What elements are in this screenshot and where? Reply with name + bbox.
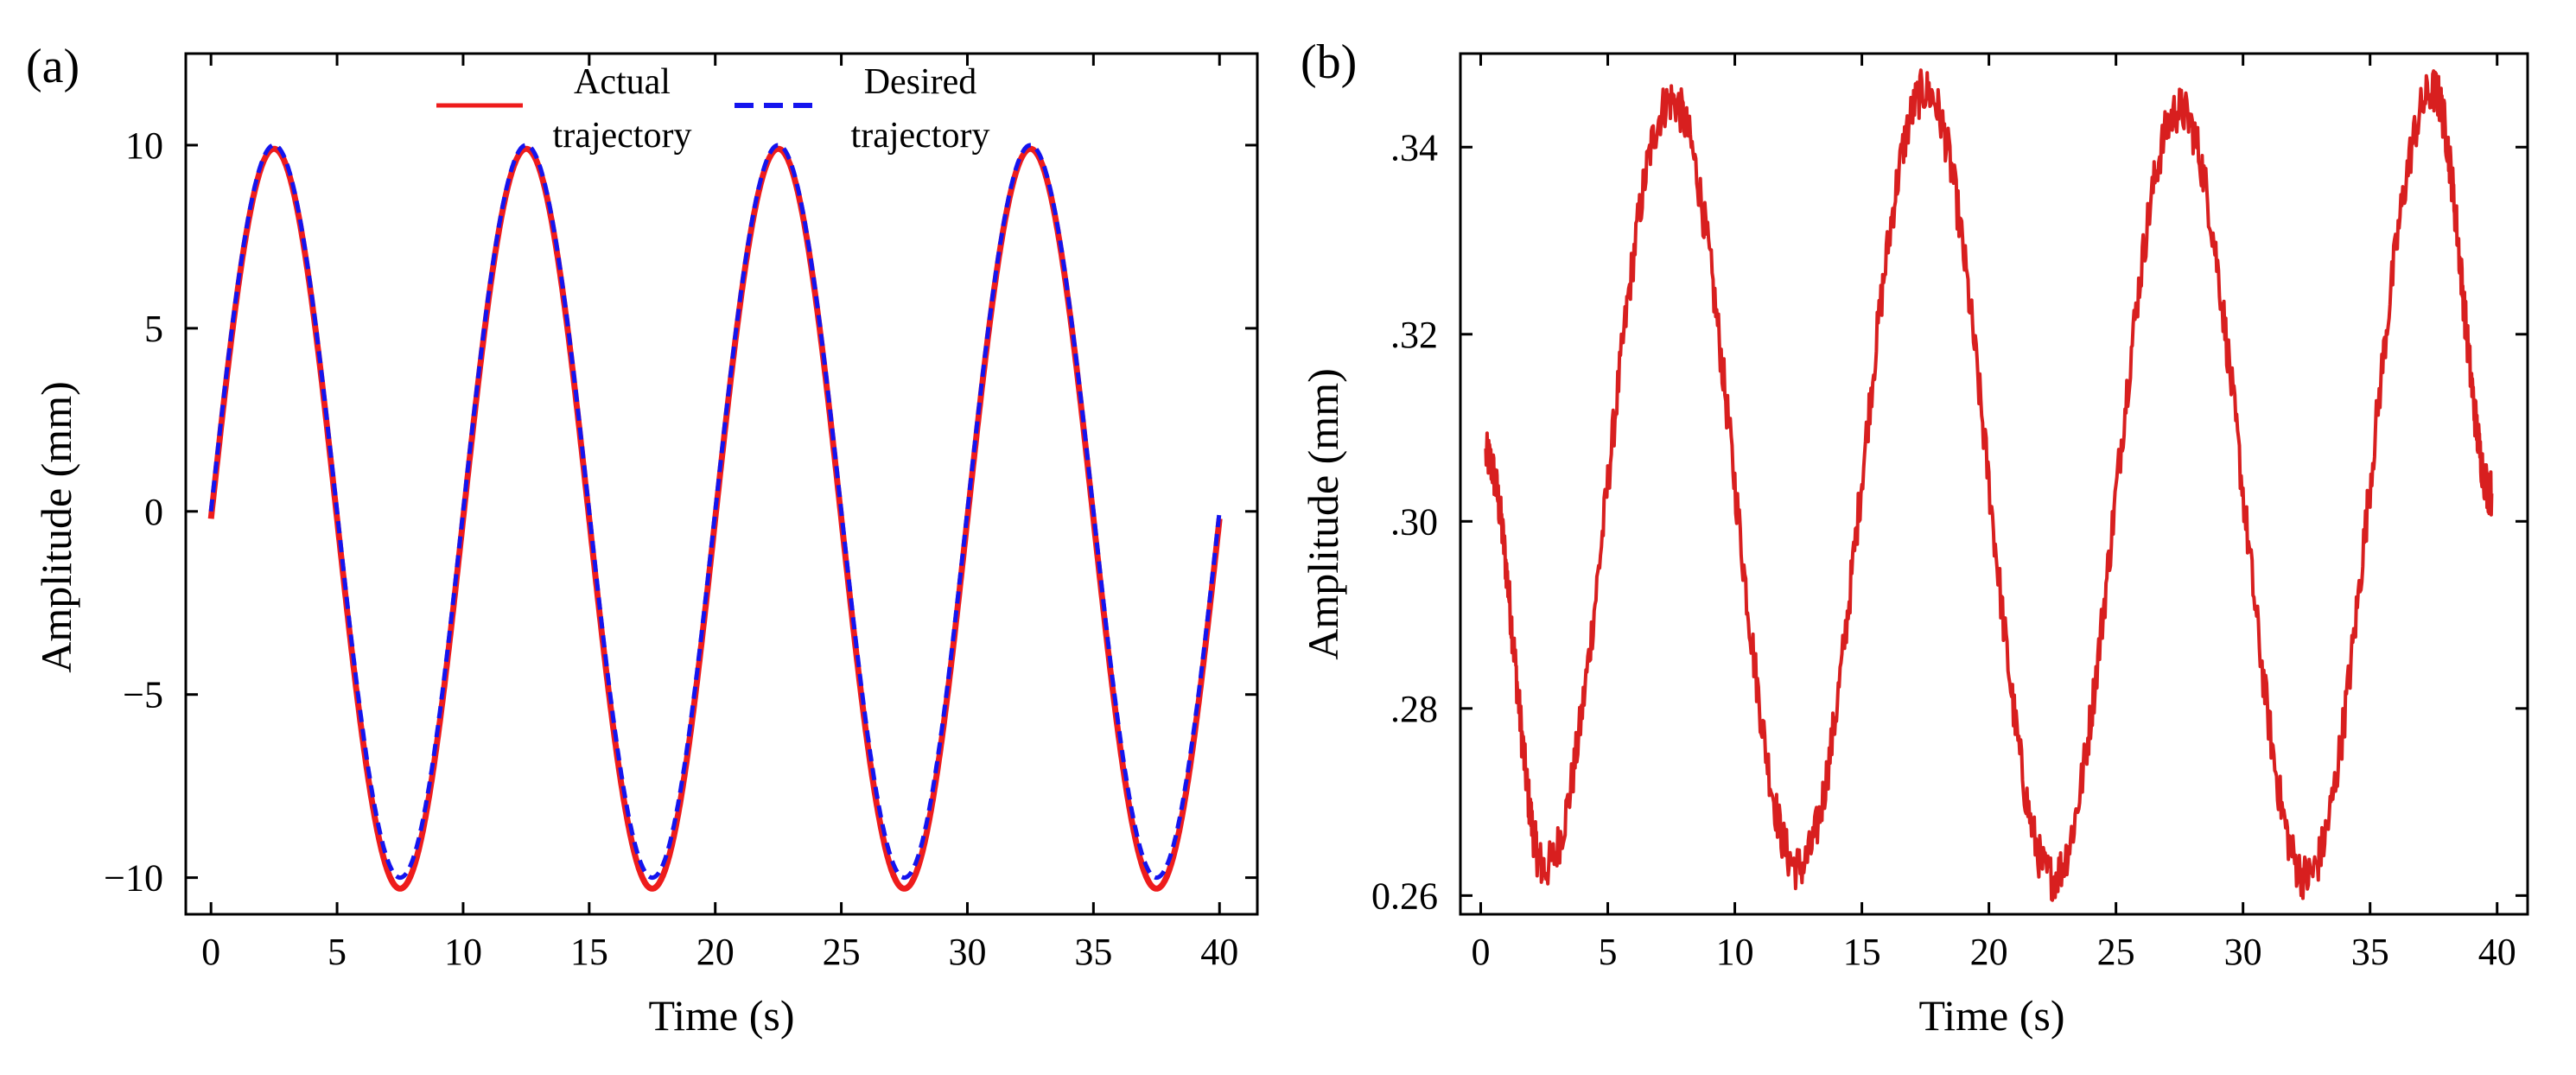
panel-b-y-axis-title: Amplitude (mm) <box>1299 368 1347 659</box>
panel-b-y-tick-label: 0.26 <box>1371 875 1438 917</box>
panel-b-x-tick-label: 40 <box>2478 931 2516 973</box>
panel-b-x-tick-label: 20 <box>1970 931 2008 973</box>
panel-b-x-tick-label: 0 <box>1472 931 1491 973</box>
legend-label-2: Desired <box>864 62 977 102</box>
panel-b-x-tick-label: 30 <box>2224 931 2262 973</box>
panel-a-x-tick-label: 20 <box>696 931 735 973</box>
panel-a-y-tick-label: 5 <box>144 308 163 350</box>
panel-a-x-tick-label: 30 <box>948 931 986 973</box>
panel-a-x-tick-label: 25 <box>823 931 861 973</box>
panel-a-x-tick-label: 40 <box>1200 931 1238 973</box>
panel-a-x-tick-label: 0 <box>201 931 220 973</box>
panel-a-legend: Actual trajectory Desired trajectory <box>436 62 989 156</box>
panel-b-curves <box>1484 68 2494 902</box>
panel-a-x-tick-label: 15 <box>570 931 608 973</box>
panel-a-x-tick-label: 5 <box>328 931 347 973</box>
panel-b-label: (b) <box>1301 35 1357 89</box>
panel-a-x-tick-label: 10 <box>444 931 482 973</box>
panel-b-series-1 <box>1484 68 2494 902</box>
panel-b-x-tick-label: 10 <box>1716 931 1754 973</box>
panel-a-label: (a) <box>26 40 80 93</box>
panel-b-x-tick-label: 5 <box>1599 931 1618 973</box>
legend-label-2: trajectory <box>851 116 990 156</box>
panel-b-y-axis: .34 .32 .30 .28 0.26 <box>1371 126 2528 917</box>
panel-a-y-tick-label: −5 <box>123 674 163 716</box>
panel-a-curves <box>207 143 1223 892</box>
panel-b: (b) 0 5 10 15 20 25 30 35 40 .34 .32 .30 .28 0.26 Ti… <box>1299 35 2529 1040</box>
legend-label-1: Actual <box>574 62 671 102</box>
panel-a-y-axis: 10 5 0 −5 −10 <box>104 124 1257 900</box>
panel-b-y-tick-label: .30 <box>1390 500 1438 543</box>
panel-b-x-axis-title: Time (s) <box>1918 991 2064 1040</box>
panel-a-series-2 <box>208 143 1222 881</box>
panel-a-y-axis-title: Amplitude (mm) <box>32 381 80 672</box>
panel-a-frame <box>184 52 1259 916</box>
panel-a-x-tick-label: 35 <box>1074 931 1112 973</box>
legend-label-1: trajectory <box>553 116 692 156</box>
panel-b-y-tick-label: .34 <box>1390 126 1438 169</box>
panel-b-x-tick-label: 15 <box>1843 931 1881 973</box>
panel-b-x-tick-label: 35 <box>2351 931 2389 973</box>
panel-b-y-tick-label: .28 <box>1390 688 1438 730</box>
panel-a-y-tick-label: 10 <box>125 124 163 167</box>
panel-a-x-axis: 0 5 10 15 20 25 30 35 40 <box>201 54 1238 973</box>
panel-b-x-tick-label: 25 <box>2097 931 2135 973</box>
panel-a-y-tick-label: −10 <box>104 857 163 900</box>
panel-b-frame <box>1459 52 2529 916</box>
panel-a-x-axis-title: Time (s) <box>648 991 794 1040</box>
panel-b-y-tick-label: .32 <box>1390 314 1438 356</box>
panel-a-y-tick-label: 0 <box>144 491 163 533</box>
panel-b-x-axis: 0 5 10 15 20 25 30 35 40 <box>1472 54 2516 973</box>
